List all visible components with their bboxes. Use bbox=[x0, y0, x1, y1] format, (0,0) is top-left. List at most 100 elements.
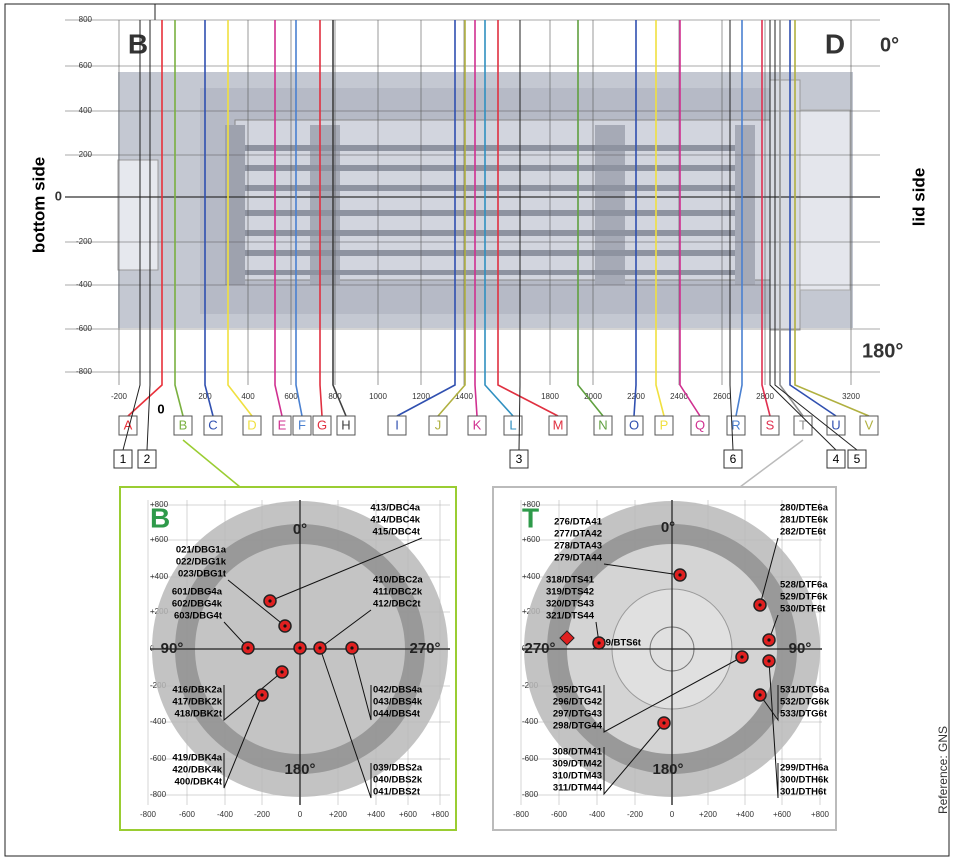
sensor-label: 280/DTE6a bbox=[780, 503, 829, 514]
x-tick-label: 2200 bbox=[627, 392, 645, 401]
line-label: O bbox=[629, 417, 639, 432]
reference: Reference: GNS bbox=[936, 726, 950, 814]
sensor-label: 318/DTS41 bbox=[546, 575, 595, 586]
line-label: D bbox=[247, 417, 256, 432]
sensor-dot bbox=[260, 693, 263, 696]
position-label: 6 bbox=[730, 452, 737, 466]
corner-label: B bbox=[128, 28, 148, 59]
sensor-label: 282/DTE6t bbox=[780, 527, 827, 538]
line-label: P bbox=[660, 417, 669, 432]
position-label: 5 bbox=[854, 452, 861, 466]
y-tick-label: -200 bbox=[76, 237, 93, 246]
inset-title: T bbox=[522, 502, 539, 533]
sensor-label: 530/DTF6t bbox=[780, 604, 826, 615]
sensor-label: 309/DTM42 bbox=[552, 759, 602, 770]
angle-label: 270° bbox=[524, 640, 555, 657]
x-tick-label: +200 bbox=[699, 810, 718, 819]
sensor-label: 297/DTG43 bbox=[553, 709, 602, 720]
x-tick-label: +600 bbox=[773, 810, 792, 819]
sensor-label: 039/DBS2a bbox=[373, 763, 423, 774]
y-tick-label: +600 bbox=[150, 535, 169, 544]
position-label: 3 bbox=[516, 452, 523, 466]
sensor-label: 416/DBK2a bbox=[172, 685, 222, 696]
angle-label: 180° bbox=[652, 761, 683, 778]
x-tick-label: +800 bbox=[431, 810, 450, 819]
x-tick-label: -400 bbox=[589, 810, 606, 819]
y-tick-label: 600 bbox=[79, 61, 93, 70]
sensor-dot bbox=[298, 646, 301, 649]
sensor-label: 311/DTM44 bbox=[553, 783, 603, 794]
y-tick-label: +400 bbox=[150, 572, 169, 581]
line-label: J bbox=[435, 417, 442, 432]
angle-label: 0° bbox=[880, 34, 899, 56]
y-tick-label: +400 bbox=[522, 572, 541, 581]
sensor-label: 298/DTG44 bbox=[553, 721, 603, 732]
sensor-label: 531/DTG6a bbox=[780, 685, 830, 696]
y-tick-label: 400 bbox=[79, 106, 93, 115]
sensor-dot bbox=[246, 646, 249, 649]
sensor-dot bbox=[758, 693, 761, 696]
y-tick-label: -600 bbox=[76, 324, 93, 333]
y-tick-label: -400 bbox=[150, 717, 167, 726]
y-tick-label: -800 bbox=[150, 790, 167, 799]
angle-label: 90° bbox=[789, 640, 812, 657]
line-label: H bbox=[341, 417, 350, 432]
y-tick-label: 800 bbox=[79, 15, 93, 24]
side-label: lid side bbox=[909, 168, 928, 227]
x-tick-label: +400 bbox=[367, 810, 386, 819]
line-label: N bbox=[598, 417, 607, 432]
line-label: C bbox=[208, 417, 217, 432]
x-tick-label: -600 bbox=[551, 810, 568, 819]
y-tick-label: -600 bbox=[150, 754, 167, 763]
sensor-label: 043/DBS4k bbox=[373, 697, 423, 708]
sensor-label: 023/DBG1t bbox=[178, 569, 227, 580]
line-label: L bbox=[509, 417, 516, 432]
sensor-label: 419/DBK4a bbox=[172, 753, 222, 764]
sensor-label: 413/DBC4a bbox=[370, 503, 420, 514]
sensor-label: 412/DBC2t bbox=[373, 599, 421, 610]
sensor-label: 295/DTG41 bbox=[553, 685, 603, 696]
sensor-label: 602/DBG4k bbox=[172, 599, 223, 610]
sensor-label: 041/DBS2t bbox=[373, 787, 421, 798]
angle-label: 0° bbox=[293, 521, 307, 538]
x-tick-label: -200 bbox=[111, 392, 128, 401]
sensor-label: 532/DTG6k bbox=[780, 697, 830, 708]
x-tick-label: 1000 bbox=[369, 392, 387, 401]
sensor-label: 278/DTA43 bbox=[554, 541, 602, 552]
x-tick-label: +600 bbox=[399, 810, 418, 819]
sensor-label: 022/DBG1k bbox=[176, 557, 227, 568]
sensor-label: 319/DTS42 bbox=[546, 587, 594, 598]
inset-title: B bbox=[150, 502, 170, 533]
sensor-dot bbox=[280, 670, 283, 673]
position-label: 4 bbox=[833, 452, 840, 466]
sensor-dot bbox=[662, 721, 665, 724]
line-label: Q bbox=[695, 417, 705, 432]
angle-label: 180° bbox=[862, 340, 903, 362]
sensor-dot bbox=[597, 641, 600, 644]
sensor-label: 414/DBC4k bbox=[370, 515, 420, 526]
x-tick-label: 400 bbox=[241, 392, 255, 401]
x-tick-label: 1800 bbox=[541, 392, 559, 401]
angle-label: 270° bbox=[409, 640, 440, 657]
sensor-label: 528/DTF6a bbox=[780, 580, 828, 591]
connector-b bbox=[183, 440, 240, 487]
x-tick-label: +400 bbox=[736, 810, 755, 819]
sensor-dot bbox=[283, 624, 286, 627]
x-tick-label: +800 bbox=[811, 810, 830, 819]
x-tick-label: -800 bbox=[140, 810, 157, 819]
sensor-label: 296/DTG42 bbox=[553, 697, 602, 708]
sensor-dot bbox=[767, 638, 770, 641]
sensor-label: 042/DBS4a bbox=[373, 685, 423, 696]
line-label: B bbox=[179, 417, 188, 432]
sensor-dot bbox=[678, 573, 681, 576]
x-tick-label: -200 bbox=[627, 810, 644, 819]
y-tick-label: -600 bbox=[522, 754, 539, 763]
sensor-label: 299/DTH6a bbox=[780, 763, 829, 774]
sensor-label: 411/DBC2k bbox=[373, 587, 423, 598]
sensor-dot bbox=[758, 603, 761, 606]
line-label: M bbox=[553, 417, 564, 432]
sensor-dot bbox=[767, 659, 770, 662]
sensor-label: 415/DBC4t bbox=[372, 527, 420, 538]
sensor-label: 276/DTA41 bbox=[554, 517, 603, 528]
sensor-dot bbox=[350, 646, 353, 649]
